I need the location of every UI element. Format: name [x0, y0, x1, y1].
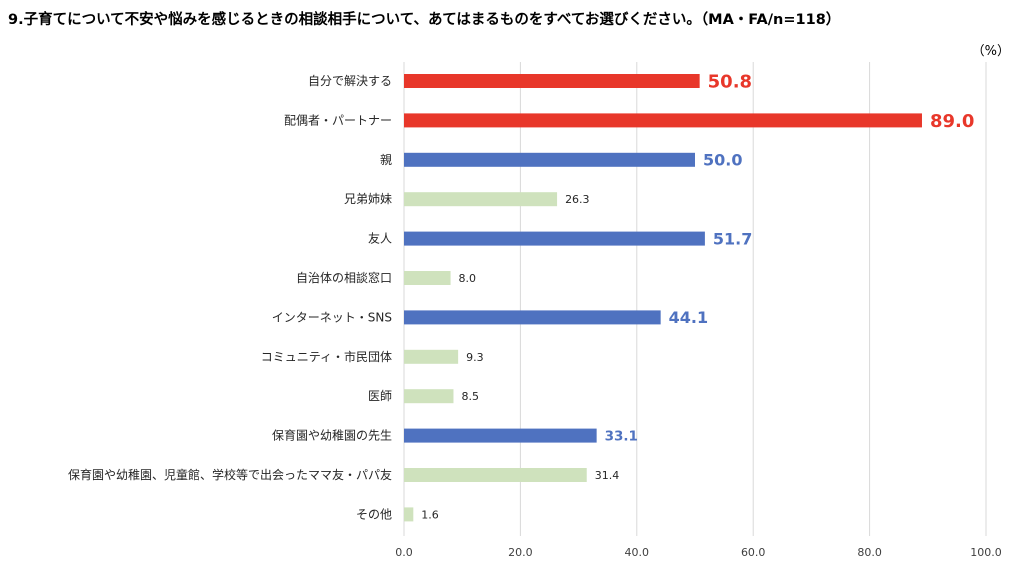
- bar: [404, 192, 558, 207]
- category-label: コミュニティ・市民団体: [261, 349, 392, 364]
- bar: [404, 310, 661, 325]
- data-label: 44.1: [669, 308, 708, 327]
- x-tick-label: 100.0: [970, 546, 1002, 559]
- data-label: 50.8: [708, 71, 752, 92]
- x-tick-label: 20.0: [508, 546, 533, 559]
- data-label: 50.0: [703, 151, 742, 170]
- category-label: 医師: [368, 389, 392, 403]
- bar: [404, 231, 705, 246]
- category-label: 親: [380, 153, 392, 167]
- category-label: 自治体の相談窓口: [296, 270, 392, 285]
- chart-title: 9.子育てについて不安や悩みを感じるときの相談相手について、あてはまるものをすべ…: [8, 12, 841, 28]
- x-tick-label: 40.0: [625, 546, 650, 559]
- category-label: 保育園や幼稚園、児童館、学校等で出会ったママ友・パパ友: [68, 467, 392, 482]
- bar: [404, 113, 922, 128]
- data-label: 51.7: [713, 229, 752, 248]
- bar: [404, 271, 451, 285]
- category-label: インターネット・SNS: [272, 310, 392, 324]
- data-label: 31.4: [595, 469, 620, 482]
- x-tick-label: 0.0: [395, 546, 413, 559]
- bar: [404, 74, 700, 88]
- data-label: 26.3: [565, 193, 590, 206]
- category-label: 配偶者・パートナー: [284, 113, 392, 127]
- bar: [404, 152, 695, 167]
- x-tick-label: 60.0: [741, 546, 766, 559]
- data-label: 89.0: [930, 111, 974, 132]
- data-label: 8.5: [461, 390, 479, 403]
- category-label: その他: [356, 507, 392, 521]
- bar: [404, 428, 597, 443]
- category-label: 友人: [368, 232, 392, 246]
- data-label: 33.1: [605, 428, 638, 444]
- data-label: 1.6: [421, 508, 439, 521]
- unit-label: （%）: [971, 44, 1010, 59]
- bar: [404, 468, 587, 482]
- bar: [404, 507, 414, 522]
- data-label: 8.0: [459, 272, 477, 285]
- bar: [404, 389, 454, 404]
- x-tick-label: 80.0: [857, 546, 882, 559]
- category-label: 保育園や幼稚園の先生: [272, 428, 392, 443]
- bar: [404, 349, 459, 364]
- data-label: 9.3: [466, 351, 484, 364]
- category-label: 兄弟姉妹: [344, 191, 392, 206]
- category-label: 自分で解決する: [308, 74, 392, 88]
